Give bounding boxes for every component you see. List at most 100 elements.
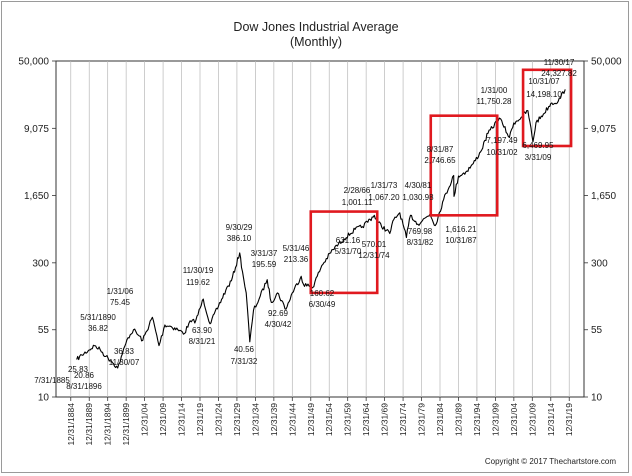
x-tick-label: 12/31/99 [490,403,500,436]
annotation-date: 4/30/42 [265,320,292,329]
annotation-label: 6,469.95 [522,141,554,150]
annotation-label: 1/31/00 [481,86,508,95]
x-tick-label: 12/31/1884 [66,403,76,446]
annotation-label: 5/31/1890 [80,313,116,322]
x-tick-label: 12/31/79 [417,403,427,436]
annotation-value: 213.36 [284,255,309,264]
x-tick-label: 12/31/04 [140,403,150,436]
y-axis-left: 10 55 300 1,650 9,075 50,000 [18,57,56,404]
vertical-gridlines [70,61,570,397]
y-tick-label-left: 300 [32,258,49,269]
annotation-label: 160.62 [310,289,335,298]
x-tick-label: 12/31/69 [380,403,390,436]
copyright-text: Copyright © 2017 Thechartstore.com [484,457,616,466]
annotation-value: 1,030.98 [402,193,434,202]
x-tick-label: 12/31/44 [287,403,297,436]
annotation-value: 75.45 [110,298,131,307]
annotation-label: 11/30/19 [183,266,214,275]
annotation-label: 20.86 [74,371,95,380]
x-tick-label: 12/31/24 [213,403,223,436]
x-tick-label: 12/31/09 [527,403,537,436]
highlight-box [309,210,379,295]
annotation-label: 3/31/37 [251,249,278,258]
y-axis-right: 10 55 300 1,650 9,075 50,000 [584,57,622,404]
annotation-date: 8/31/1896 [66,382,102,391]
x-tick-label: 12/31/19 [564,403,574,436]
annotation-date: 11/30/07 [109,358,140,367]
annotation-label: 4/30/81 [405,181,432,190]
x-tick-label: 12/31/54 [324,403,334,436]
x-tick-label: 12/31/59 [343,403,353,436]
x-tick-label: 12/31/1889 [84,403,94,446]
annotation-label: 92.69 [268,309,289,318]
chart-subtitle: (Monthly) [289,35,343,49]
highlight-box [521,68,573,148]
x-tick-label: 12/31/14 [177,403,187,436]
annotation-label: 63.90 [192,326,213,335]
annotation-label: 25.83 [68,365,89,374]
annotation-label: 5/31/46 [283,244,310,253]
y-tick-label-left: 9,075 [24,124,49,135]
plot-area [55,60,585,398]
annotation-date: 8/31/82 [407,238,434,247]
annotation-label: 769.98 [408,227,433,236]
y-tick-label-right: 55 [591,325,603,336]
annotation-label: 9/30/29 [226,223,253,232]
annotation-date: 3/31/09 [525,153,552,162]
annotation-label: 11/30/17 [544,58,575,67]
x-axis: 12/31/1884 12/31/1889 12/31/1894 12/31/1899… [66,397,574,446]
x-tick-label: 12/31/49 [306,403,316,436]
annotation-date: 5/31/70 [335,247,362,256]
annotation-value: 36.82 [88,324,109,333]
annotation-date: 8/31/21 [189,337,216,346]
annotation-date: 7/31/1885 [34,376,70,385]
annotation-date: 12/31/74 [358,251,390,260]
annotation-label: 40.56 [234,345,255,354]
annotation-value: 14,198.10 [526,90,562,99]
x-tick-label: 12/31/39 [269,403,279,436]
highlight-boxes [309,68,573,295]
x-tick-label: 12/31/29 [232,403,242,436]
dow-series-line [76,89,566,369]
annotation-value: 11,750.28 [477,97,513,106]
x-tick-label: 12/31/04 [509,403,519,436]
y-tick-label-left: 50,000 [18,57,49,68]
annotation-date: 6/30/49 [309,300,336,309]
y-tick-label-right: 50,000 [591,57,622,68]
x-tick-label: 12/31/89 [453,403,463,436]
annotation-value: 386.10 [227,234,252,243]
x-tick-label: 12/31/94 [472,403,482,436]
x-tick-label: 12/31/74 [398,403,408,436]
annotation-label: 1/31/06 [107,287,134,296]
annotation-value: 195.59 [252,260,277,269]
annotation-label: 631.16 [336,236,361,245]
series-layer [76,89,566,369]
y-tick-label-left: 1,650 [24,191,49,202]
annotation-label: 7,197.49 [486,136,518,145]
y-tick-label-right: 9,075 [591,124,616,135]
y-tick-label-left: 10 [38,393,50,404]
y-tick-label-right: 300 [591,258,608,269]
annotation-value: 24,327.82 [541,69,577,78]
annotation-label: 570.01 [362,240,387,249]
x-tick-label: 12/31/84 [435,403,445,436]
annotation-date: 10/31/87 [445,236,477,245]
x-tick-label: 12/31/19 [195,403,205,436]
annotation-label: 1,616.21 [445,225,477,234]
y-tick-label-right: 1,650 [591,191,616,202]
annotation-label: 36.83 [114,347,135,356]
annotation-date: 10/31/02 [486,148,518,157]
annotation-value: 1,067.20 [368,193,400,202]
x-tick-label: 12/31/09 [158,403,168,436]
annotation-label: 1/31/73 [371,181,398,190]
annotation-label: 10/31/07 [528,77,560,86]
x-tick-label: 12/31/1894 [103,403,113,446]
y-tick-label-left: 55 [38,325,50,336]
highlight-box [429,114,499,217]
annotation-value: 119.62 [186,278,210,287]
annotation-label: 2/28/66 [344,186,371,195]
x-tick-label: 12/31/64 [361,403,371,436]
x-tick-label: 12/31/14 [546,403,556,436]
chart-title: Dow Jones Industrial Average [233,20,399,34]
